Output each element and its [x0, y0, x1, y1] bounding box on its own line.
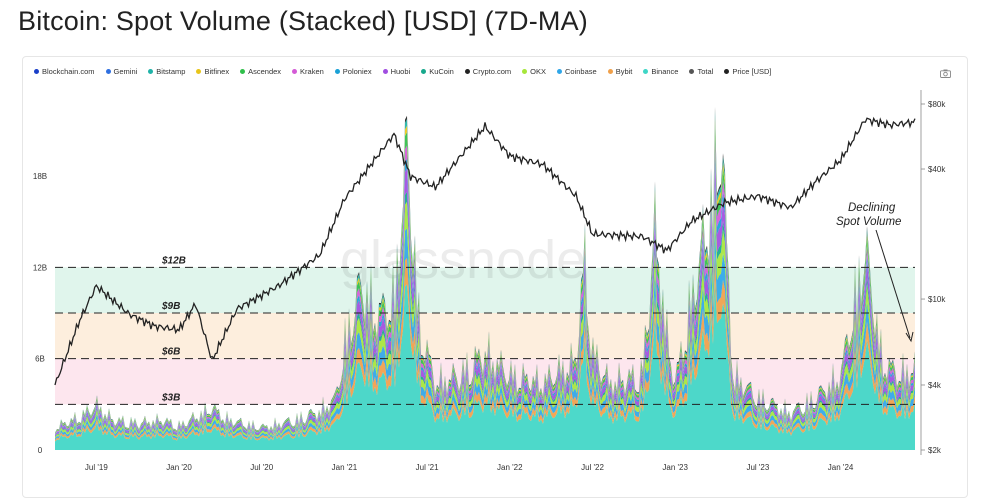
legend-label: KuCoin	[429, 67, 454, 76]
x-axis: Jul '19 Jan '20 Jul '20 Jan '21 Jul '21 Jan '…	[85, 463, 854, 472]
legend-item[interactable]: Bybit	[607, 67, 633, 76]
band-label: $6B	[161, 347, 180, 358]
legend-dot-icon	[643, 69, 649, 74]
legend-label: Huobi	[390, 67, 411, 76]
x-tick-label: Jul '19	[85, 463, 108, 472]
legend-label: Crypto.com	[472, 67, 512, 76]
x-tick-label: Jan '23	[662, 463, 688, 472]
y-axis-left: 0 6B 12B 18B	[33, 172, 47, 455]
legend: Blockchain.com Gemini Bitstamp Bitfinex Asce…	[34, 67, 783, 76]
x-tick-label: Jan '24	[828, 463, 854, 472]
stacked-volume-areas	[55, 106, 915, 450]
legend-dot-icon	[382, 69, 388, 74]
legend-dot-icon	[334, 69, 340, 74]
y-right-tick-label: $10k	[928, 295, 946, 304]
legend-item[interactable]: Coinbase	[556, 67, 597, 76]
y-right-tick-label: $2k	[928, 446, 942, 455]
legend-item[interactable]: Price [USD]	[724, 67, 772, 76]
band-label: $3B	[161, 392, 180, 403]
legend-label: Total	[697, 67, 714, 76]
legend-dot-icon	[196, 69, 202, 74]
camera-icon[interactable]	[940, 69, 951, 78]
legend-dot-icon	[607, 69, 613, 74]
area-layer	[55, 280, 915, 450]
legend-dot-icon	[464, 69, 470, 74]
x-tick-label: Jul '23	[746, 463, 769, 472]
band-label: $12B	[161, 255, 186, 266]
legend-label: Poloniex	[342, 67, 372, 76]
band-lines: $3B $6B $9B $12B	[55, 255, 915, 405]
legend-label: Price [USD]	[732, 67, 772, 76]
y-left-tick-label: 18B	[33, 172, 47, 181]
legend-item[interactable]: Gemini	[105, 67, 138, 76]
legend-item[interactable]: Kraken	[292, 67, 324, 76]
legend-label: Coinbase	[564, 67, 597, 76]
x-tick-label: Jul '22	[581, 463, 604, 472]
legend-label: Ascendex	[248, 67, 282, 76]
legend-dot-icon	[689, 69, 695, 74]
x-tick-label: Jul '21	[416, 463, 439, 472]
legend-label: Bybit	[615, 67, 633, 76]
watermark: glassnode	[340, 230, 586, 290]
x-tick-label: Jan '20	[166, 463, 192, 472]
annotation-line-1: Declining	[848, 202, 896, 214]
legend-item[interactable]: Total	[689, 67, 713, 76]
legend-label: Bitfinex	[204, 67, 230, 76]
price-line	[54, 116, 916, 386]
x-tick-label: Jan '22	[497, 463, 523, 472]
legend-item[interactable]: Crypto.com	[464, 67, 512, 76]
legend-item[interactable]: Poloniex	[334, 67, 372, 76]
legend-dot-icon	[240, 69, 246, 74]
legend-label: Gemini	[113, 67, 138, 76]
legend-dot-icon	[105, 69, 111, 74]
legend-dot-icon	[556, 69, 562, 74]
legend-dot-icon	[148, 69, 154, 74]
annotation-arrowhead	[905, 331, 914, 343]
legend-dot-icon	[292, 69, 298, 74]
y-left-tick-label: 0	[38, 446, 43, 455]
x-tick-label: Jul '20	[250, 463, 273, 472]
legend-label: Blockchain.com	[42, 67, 95, 76]
legend-label: Binance	[651, 67, 679, 76]
legend-label: Kraken	[300, 67, 324, 76]
x-tick-label: Jan '21	[332, 463, 358, 472]
page-title: Bitcoin: Spot Volume (Stacked) [USD] (7D…	[18, 6, 588, 36]
legend-dot-icon	[421, 69, 427, 74]
legend-item[interactable]: Bitstamp	[148, 67, 185, 76]
legend-item[interactable]: Bitfinex	[196, 67, 229, 76]
legend-dot-icon	[522, 69, 528, 74]
legend-dot-icon	[724, 69, 730, 74]
legend-item[interactable]: Binance	[643, 67, 678, 76]
legend-item[interactable]: Ascendex	[240, 67, 281, 76]
legend-item[interactable]: Blockchain.com	[34, 67, 95, 76]
legend-item[interactable]: Huobi	[382, 67, 411, 76]
annotation-arrow	[875, 229, 911, 339]
y-right-tick-label: $4k	[928, 381, 942, 390]
y-right-tick-label: $80k	[928, 100, 946, 109]
band-label: $9B	[161, 301, 180, 312]
y-right-tick-label: $40k	[928, 165, 946, 174]
legend-dot-icon	[34, 69, 39, 74]
legend-item[interactable]: OKX	[522, 67, 546, 76]
annotation-line-2: Spot Volume	[836, 216, 901, 228]
legend-item[interactable]: KuCoin	[421, 67, 454, 76]
legend-label: Bitstamp	[156, 67, 186, 76]
y-left-tick-label: 12B	[33, 263, 47, 272]
legend-label: OKX	[530, 67, 546, 76]
band-rect	[55, 267, 915, 313]
y-left-tick-label: 6B	[35, 355, 45, 364]
y-axis-right: $2k $4k $10k $40k $80k	[920, 90, 946, 455]
